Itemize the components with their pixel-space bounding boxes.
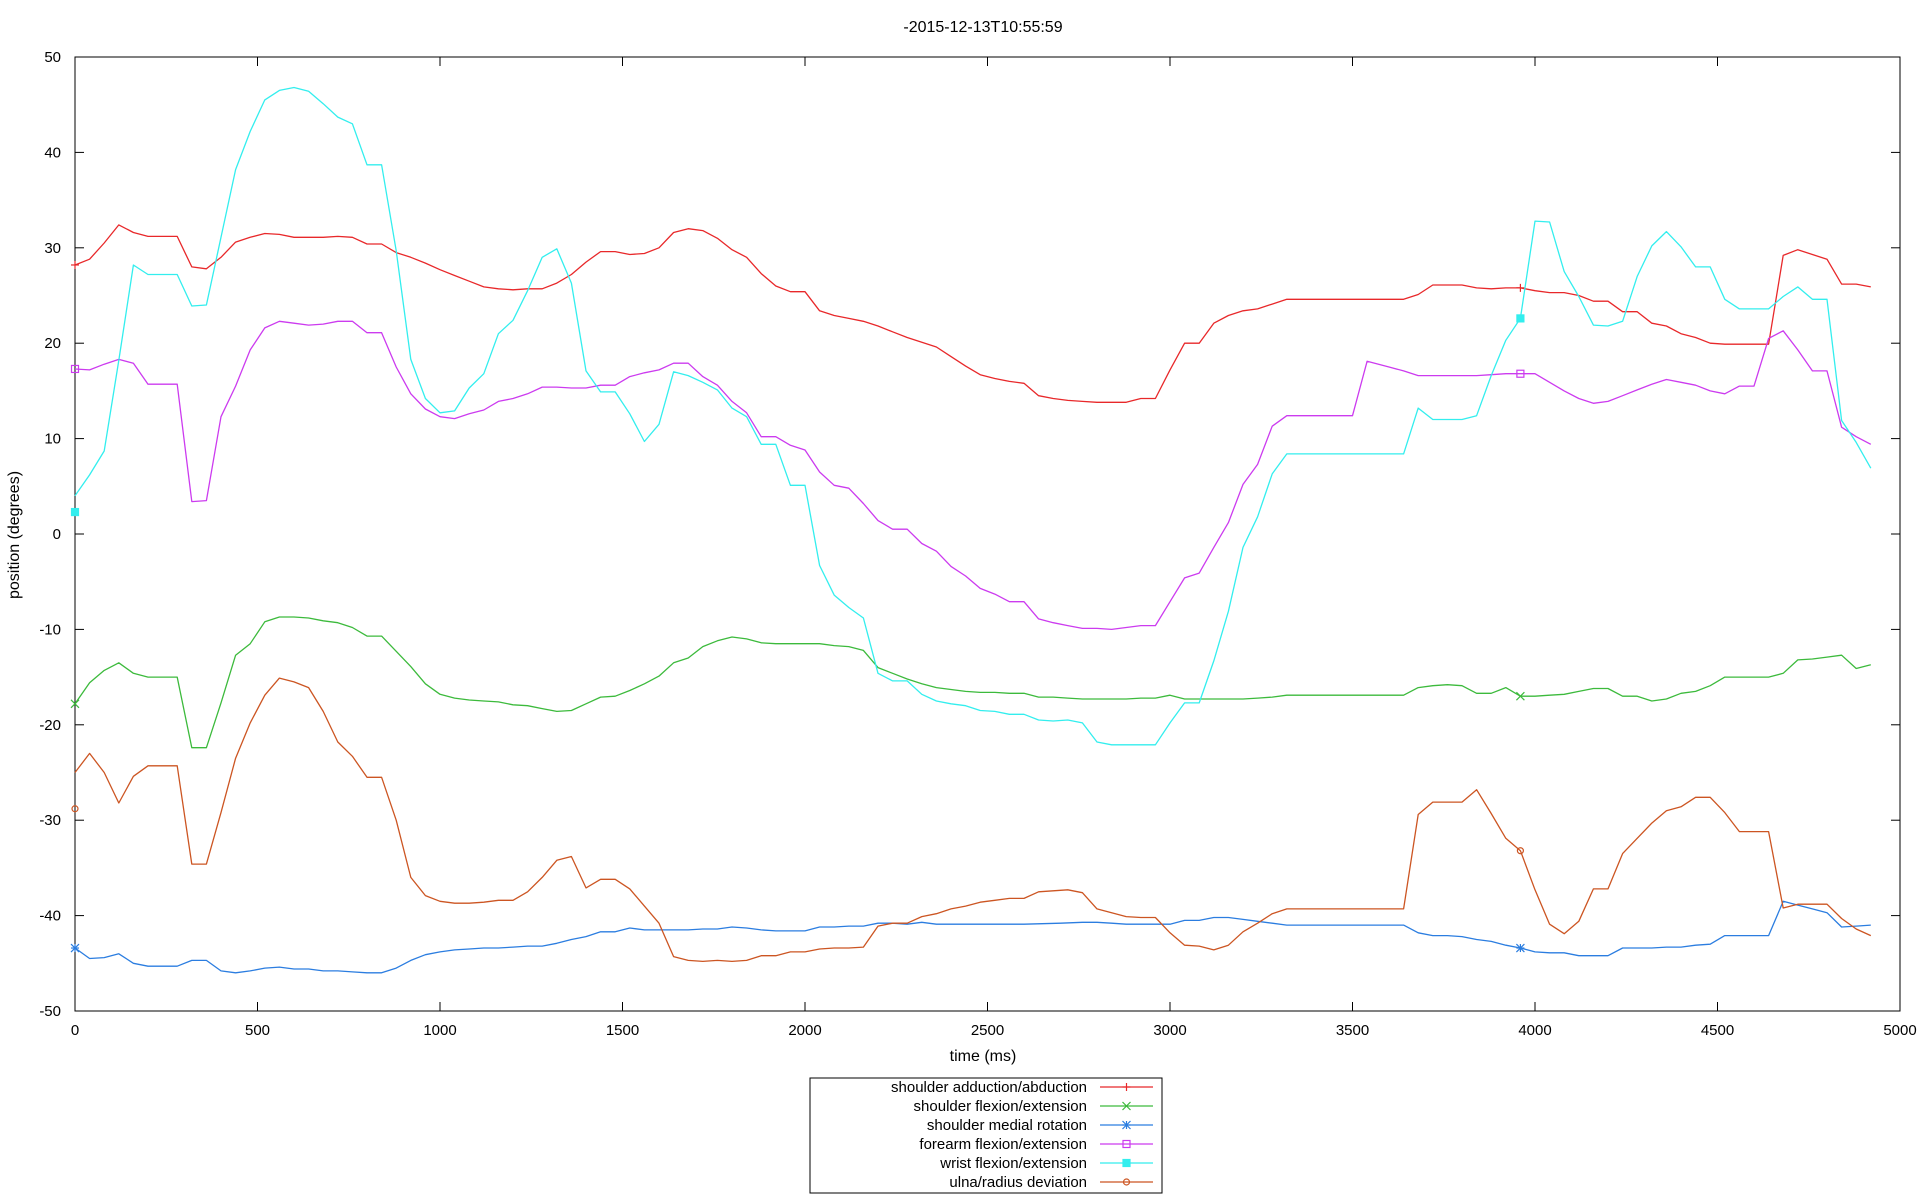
series-point-marker <box>1515 943 1525 953</box>
series-line <box>74 86 1872 746</box>
series-point-marker <box>70 364 80 374</box>
plot-frame <box>74 56 1901 1012</box>
legend-entry: shoulder medial rotation <box>927 1117 1153 1134</box>
y-tick-label: 40 <box>44 144 61 161</box>
series-point-marker <box>1516 369 1525 378</box>
x-tick-label: 4500 <box>1701 1022 1734 1039</box>
series-point-marker <box>71 805 79 813</box>
legend-box <box>809 1077 1163 1194</box>
series-1 <box>71 224 1871 403</box>
y-tick-label: 20 <box>44 335 61 352</box>
series-line <box>74 616 1871 749</box>
series-line <box>74 320 1872 631</box>
x-tick-label: 1000 <box>423 1022 456 1039</box>
series-6 <box>71 677 1872 963</box>
series-line <box>74 677 1872 963</box>
y-axis-title: position (degrees) <box>6 471 23 599</box>
series-point-marker <box>1515 691 1525 701</box>
y-tick-label: -20 <box>39 717 61 734</box>
x-tick-label: 0 <box>71 1022 79 1039</box>
legend-label: shoulder flexion/extension <box>914 1098 1087 1115</box>
x-axis-title: time (ms) <box>950 1048 1017 1065</box>
legend-entry: shoulder flexion/extension <box>914 1098 1153 1115</box>
series-2 <box>70 616 1871 749</box>
x-tick-label: 500 <box>245 1022 270 1039</box>
series-point-marker <box>70 699 80 709</box>
x-tick-label: 3000 <box>1153 1022 1186 1039</box>
legend-marker <box>1122 1101 1131 1111</box>
plot-border <box>74 56 1901 1012</box>
y-tick-label: -50 <box>39 1003 61 1020</box>
series-5 <box>70 86 1872 746</box>
legend-label: shoulder medial rotation <box>927 1117 1087 1134</box>
series-3 <box>70 900 1871 974</box>
series-line <box>74 900 1871 974</box>
x-axis: 0 500 1000 1500 2000 2500 3000 3500 4000 4500 5000 <box>71 57 1917 1039</box>
series-point-marker <box>1516 847 1525 855</box>
y-tick-label: 10 <box>44 431 61 448</box>
x-tick-label: 2000 <box>788 1022 821 1039</box>
x-tick-label: 2500 <box>971 1022 1004 1039</box>
legend-marker <box>1122 1158 1131 1168</box>
legend-entry: forearm flexion/extension <box>919 1136 1153 1153</box>
legend-label: shoulder adduction/abduction <box>891 1079 1087 1096</box>
series-point-marker <box>71 260 79 269</box>
x-tick-label: 5000 <box>1883 1022 1916 1039</box>
series-point-marker <box>70 943 80 953</box>
y-tick-label: 0 <box>53 526 61 543</box>
legend-label: ulna/radius deviation <box>949 1174 1087 1191</box>
legend-marker <box>1122 1120 1131 1130</box>
legend-marker <box>1122 1083 1131 1091</box>
x-tick-label: 3500 <box>1336 1022 1369 1039</box>
series-point-marker <box>1516 314 1525 323</box>
legend-entry: wrist flexion/extension <box>939 1155 1153 1172</box>
series-4 <box>70 320 1872 631</box>
legend-entry: shoulder adduction/abduction <box>891 1079 1153 1096</box>
legend-entry: ulna/radius deviation <box>949 1174 1153 1191</box>
series-line <box>74 224 1871 403</box>
x-tick-label: 4000 <box>1518 1022 1551 1039</box>
y-tick-label: 50 <box>44 49 61 66</box>
legend-marker <box>1122 1178 1131 1186</box>
legend: shoulder adduction/abduction shoulder fle… <box>809 1077 1163 1194</box>
y-tick-label: 30 <box>44 240 61 257</box>
series-point-marker <box>1516 283 1525 292</box>
legend-items: shoulder adduction/abduction shoulder fle… <box>891 1079 1153 1191</box>
y-tick-label: -30 <box>39 812 61 829</box>
y-axis: -50 -40 -30 -20 -10 0 10 20 30 40 50 <box>39 49 1900 1020</box>
y-tick-label: -40 <box>39 908 61 925</box>
legend-label: forearm flexion/extension <box>919 1136 1087 1153</box>
legend-marker <box>1122 1139 1131 1149</box>
legend-label: wrist flexion/extension <box>939 1155 1087 1172</box>
series-layer <box>70 86 1872 974</box>
x-tick-label: 1500 <box>606 1022 639 1039</box>
chart-title: -2015-12-13T10:55:59 <box>903 19 1062 36</box>
series-point-marker <box>70 507 80 517</box>
y-tick-label: -10 <box>39 621 61 638</box>
